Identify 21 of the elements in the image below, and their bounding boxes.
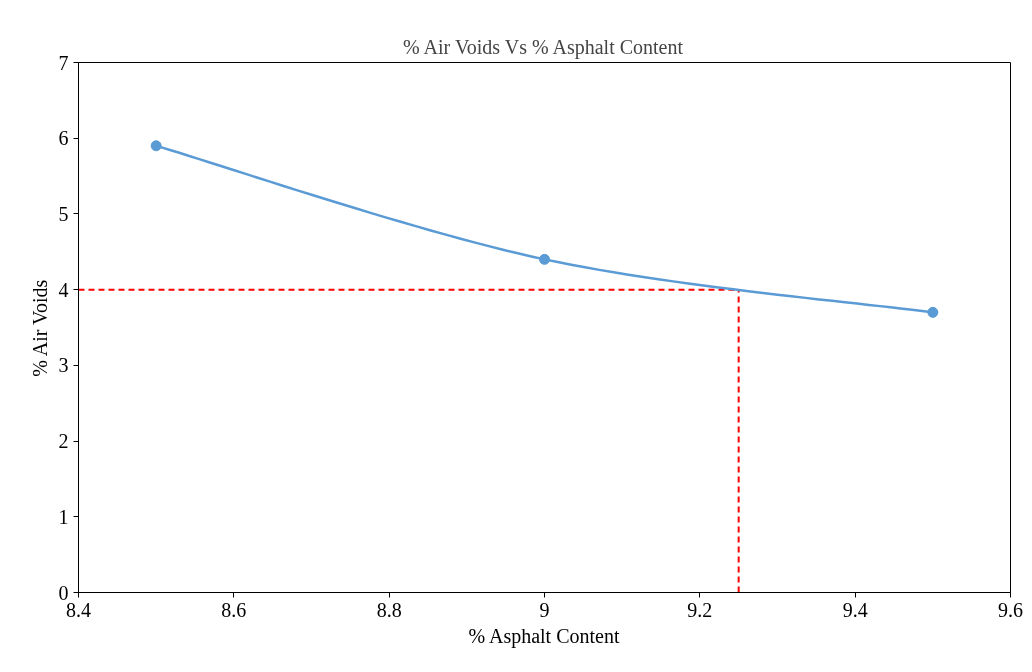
chart-title: % Air Voids Vs % Asphalt Content (403, 35, 684, 59)
x-axis-title: % Asphalt Content (468, 624, 620, 648)
y-tick-label: 6 (58, 127, 69, 150)
y-axis-title: % Air Voids (28, 279, 51, 377)
y-tick-label: 1 (58, 505, 69, 528)
x-tick-label: 8.8 (376, 598, 402, 621)
point (150, 140, 162, 152)
x-tick-label: 9.6 (998, 598, 1023, 621)
y-tick-label: 0 (58, 581, 69, 604)
point (539, 253, 550, 265)
y-tick-label: 5 (58, 202, 69, 225)
y-tick-label: 7 (58, 51, 69, 74)
y-tick-label: 2 (58, 430, 69, 453)
y-tick-label: 3 (58, 354, 69, 377)
y-tick-label: 4 (58, 278, 69, 301)
x-tick-label: 9.4 (842, 598, 868, 621)
x-tick-label: 8.6 (221, 598, 247, 621)
x-tick-label: 9 (539, 598, 550, 621)
x-tick-label: 9.2 (687, 598, 713, 621)
point (927, 306, 939, 318)
x-tick-label: 8.4 (66, 598, 91, 621)
